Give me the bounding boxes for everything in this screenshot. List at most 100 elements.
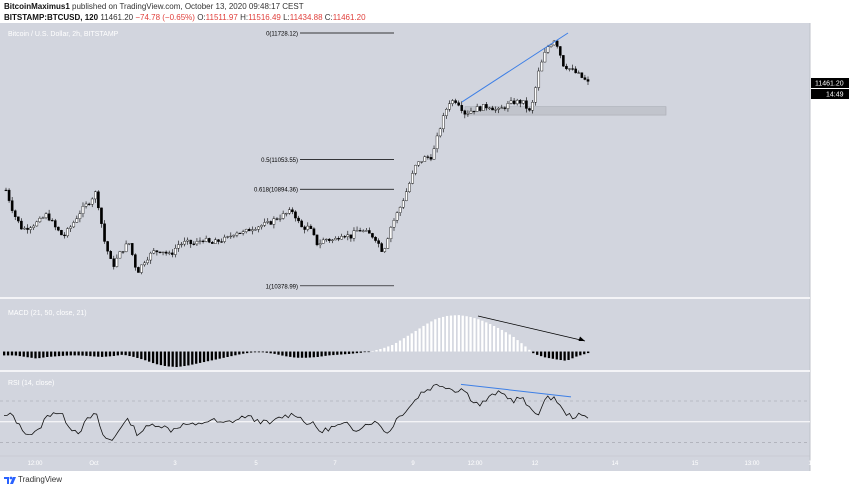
candle-body bbox=[186, 239, 189, 242]
candle-body bbox=[482, 104, 485, 111]
currency-label: USD bbox=[822, 29, 837, 36]
candle-body bbox=[137, 267, 140, 273]
macd-bar bbox=[179, 351, 182, 367]
macd-bar bbox=[14, 351, 18, 356]
macd-bar bbox=[438, 317, 441, 352]
candle-body bbox=[540, 61, 544, 72]
price-tick-label: 10700.00 bbox=[816, 224, 842, 230]
candle-body bbox=[463, 110, 467, 115]
candle-body bbox=[568, 68, 571, 70]
macd-bar bbox=[508, 334, 511, 352]
macd-bar bbox=[140, 351, 143, 360]
candle-body bbox=[20, 220, 23, 230]
candle-body bbox=[174, 248, 177, 255]
macd-bar bbox=[175, 351, 178, 368]
candle-body bbox=[485, 104, 488, 109]
macd-pane[interactable]: MACD (21, 50, close, 21) 100.00 50.00 0.00… bbox=[3, 310, 835, 375]
candle-body bbox=[57, 226, 60, 231]
tradingview-brand[interactable]: TradingView bbox=[18, 475, 63, 484]
candles bbox=[4, 39, 590, 275]
price-tick-label: 10900.00 bbox=[816, 187, 842, 193]
candle-body bbox=[106, 241, 109, 252]
candle-body bbox=[318, 243, 322, 246]
macd-bar bbox=[218, 351, 221, 359]
candle-body bbox=[306, 225, 310, 230]
candle-body bbox=[23, 227, 26, 230]
candle-body bbox=[4, 189, 8, 192]
macd-bar bbox=[50, 351, 53, 357]
candle-body bbox=[260, 225, 263, 228]
candle-body bbox=[146, 259, 149, 264]
candle-body bbox=[127, 243, 131, 245]
candle-body bbox=[130, 243, 134, 255]
macd-bar bbox=[434, 319, 437, 352]
candle-body bbox=[331, 239, 334, 241]
candle-body bbox=[204, 238, 208, 242]
author-name[interactable]: BitcoinMaximus1 bbox=[4, 2, 70, 11]
time-tick-label: 5 bbox=[254, 461, 258, 467]
fib-retracement[interactable]: 0(11728.12) 0.5(11053.55) 0.618(10894.36) 1… bbox=[254, 31, 394, 290]
candle-body bbox=[503, 107, 507, 109]
tradingview-logo-icon[interactable] bbox=[4, 475, 16, 485]
candle-body bbox=[226, 236, 230, 238]
candle-body bbox=[528, 108, 531, 111]
macd-bar bbox=[457, 315, 460, 352]
candle-body bbox=[149, 252, 153, 261]
candle-body bbox=[340, 236, 343, 240]
candle-body bbox=[109, 251, 112, 259]
rsi-trend-line[interactable] bbox=[460, 383, 572, 398]
candle-body bbox=[288, 209, 291, 214]
time-tick-label: 3 bbox=[173, 461, 177, 467]
macd-bar bbox=[528, 349, 531, 352]
last-price: 11461.20 bbox=[100, 13, 134, 22]
candle-body bbox=[497, 108, 500, 110]
candle-body bbox=[435, 135, 439, 149]
candle-body bbox=[29, 227, 32, 230]
candle-body bbox=[355, 230, 359, 232]
candle-body bbox=[112, 258, 116, 267]
candle-body bbox=[423, 156, 427, 162]
rsi-pane[interactable]: RSI (14, close) 80.00 60.00 40.00 bbox=[0, 380, 832, 443]
candle-body bbox=[41, 217, 45, 219]
chart-area[interactable]: Bitcoin / U.S. Dollar, 2h, BITSTAMP 0(11… bbox=[0, 23, 850, 471]
candle-body bbox=[50, 219, 54, 222]
candle-body bbox=[118, 251, 122, 259]
macd-trend-line[interactable] bbox=[477, 315, 586, 342]
macd-bar bbox=[414, 330, 417, 352]
macd-bar bbox=[246, 351, 249, 354]
candle-body bbox=[580, 72, 584, 78]
candle-body bbox=[494, 109, 497, 111]
price-trend-line[interactable] bbox=[461, 32, 569, 103]
candle-body bbox=[546, 46, 550, 53]
macd-bar bbox=[281, 351, 284, 356]
macd-bar bbox=[34, 351, 37, 359]
time-axis[interactable]: 12:00 Oct 3 5 7 9 12:00 12 14 15 13:00 1 bbox=[0, 455, 812, 467]
macd-bar bbox=[26, 351, 29, 358]
macd-bar bbox=[128, 351, 131, 357]
candle-body bbox=[358, 230, 362, 232]
candle-body bbox=[315, 234, 319, 246]
macd-bar bbox=[112, 351, 116, 356]
macd-bar bbox=[46, 351, 49, 357]
candle-body bbox=[211, 242, 214, 244]
candle-body bbox=[518, 100, 522, 104]
support-zone-rect[interactable] bbox=[464, 106, 667, 116]
candle-body bbox=[90, 198, 94, 205]
candle-body bbox=[386, 238, 390, 249]
macd-bar bbox=[222, 351, 225, 358]
candle-body bbox=[254, 229, 257, 231]
candle-body bbox=[275, 218, 279, 220]
symbol-name[interactable]: BITSTAMP:BTCUSD, 120 bbox=[4, 13, 99, 22]
candle-body bbox=[38, 217, 42, 223]
candle-body bbox=[47, 213, 51, 221]
close-label: C: bbox=[324, 13, 333, 22]
candle-body bbox=[448, 103, 451, 110]
price-pane[interactable]: Bitcoin / U.S. Dollar, 2h, BITSTAMP 0(11… bbox=[4, 31, 667, 290]
time-tick-label: 15 bbox=[692, 461, 699, 467]
macd-bar bbox=[489, 324, 492, 352]
rsi-tick-label: 80.00 bbox=[816, 389, 832, 395]
candle-body bbox=[121, 251, 125, 253]
macd-bar bbox=[563, 351, 566, 361]
candle-body bbox=[500, 107, 504, 109]
price-axis[interactable]: USD 10400.00 10500.00 10600.00 10700.00 1080… bbox=[809, 23, 849, 471]
